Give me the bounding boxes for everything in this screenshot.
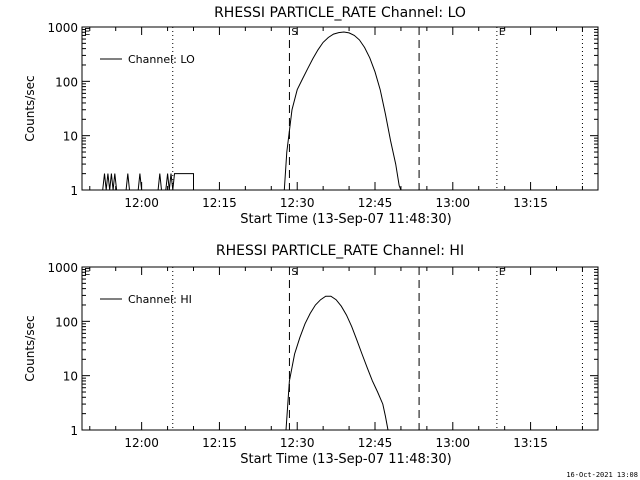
y-tick-label: 10	[63, 130, 78, 144]
x-tick-label: 12:15	[202, 436, 237, 450]
x-tick-label: 12:30	[280, 196, 315, 210]
chart-panel-1: RHESSI PARTICLE_RATE Channel: LO 1 10 100 10…	[23, 5, 599, 227]
chart-title: RHESSI PARTICLE_RATE Channel: HI	[216, 243, 464, 259]
marker-label: E	[499, 267, 505, 278]
legend-entry: Channel: HI	[128, 293, 192, 306]
x-axis-label: Start Time (13-Sep-07 11:48:30)	[240, 452, 451, 467]
legend-entry: Channel: LO	[128, 53, 195, 66]
series-line	[285, 295, 389, 431]
x-axis-label: Start Time (13-Sep-07 11:48:30)	[240, 212, 451, 227]
chart-title: RHESSI PARTICLE_RATE Channel: LO	[214, 5, 466, 21]
y-tick-label: 1	[70, 424, 78, 438]
y-tick-label: 1000	[47, 261, 78, 275]
x-tick-label: 12:45	[358, 196, 393, 210]
y-tick-label: 1	[70, 184, 78, 198]
x-tick-label: 12:45	[358, 436, 393, 450]
x-tick-label: 12:00	[124, 196, 159, 210]
y-axis-label: Counts/sec	[23, 75, 37, 141]
x-tick-label: 13:00	[435, 436, 470, 450]
y-axis-label: Counts/sec	[23, 315, 37, 381]
x-tick-label: 13:15	[513, 436, 548, 450]
x-tick-label: 12:30	[280, 436, 315, 450]
chart-panel-2: RHESSI PARTICLE_RATE Channel: HI 1 10 100 10…	[23, 243, 599, 467]
marker-label: S	[291, 27, 297, 38]
series-line	[102, 31, 402, 191]
y-tick-label: 1000	[47, 21, 78, 35]
y-tick-label: 10	[63, 370, 78, 384]
plot-frame	[81, 26, 599, 191]
x-tick-label: 12:15	[202, 196, 237, 210]
y-tick-label: 100	[55, 75, 78, 89]
x-tick-label: 13:15	[513, 196, 548, 210]
marker-label: E	[84, 27, 90, 38]
y-tick-label: 100	[55, 315, 78, 329]
footer-timestamp: 16-Oct-2021 13:08	[566, 471, 638, 479]
marker-label: E	[499, 27, 505, 38]
marker-label: S	[291, 267, 297, 278]
marker-label: E	[84, 267, 90, 278]
x-tick-label: 13:00	[435, 196, 470, 210]
x-tick-label: 12:00	[124, 436, 159, 450]
plot-frame	[81, 266, 599, 431]
